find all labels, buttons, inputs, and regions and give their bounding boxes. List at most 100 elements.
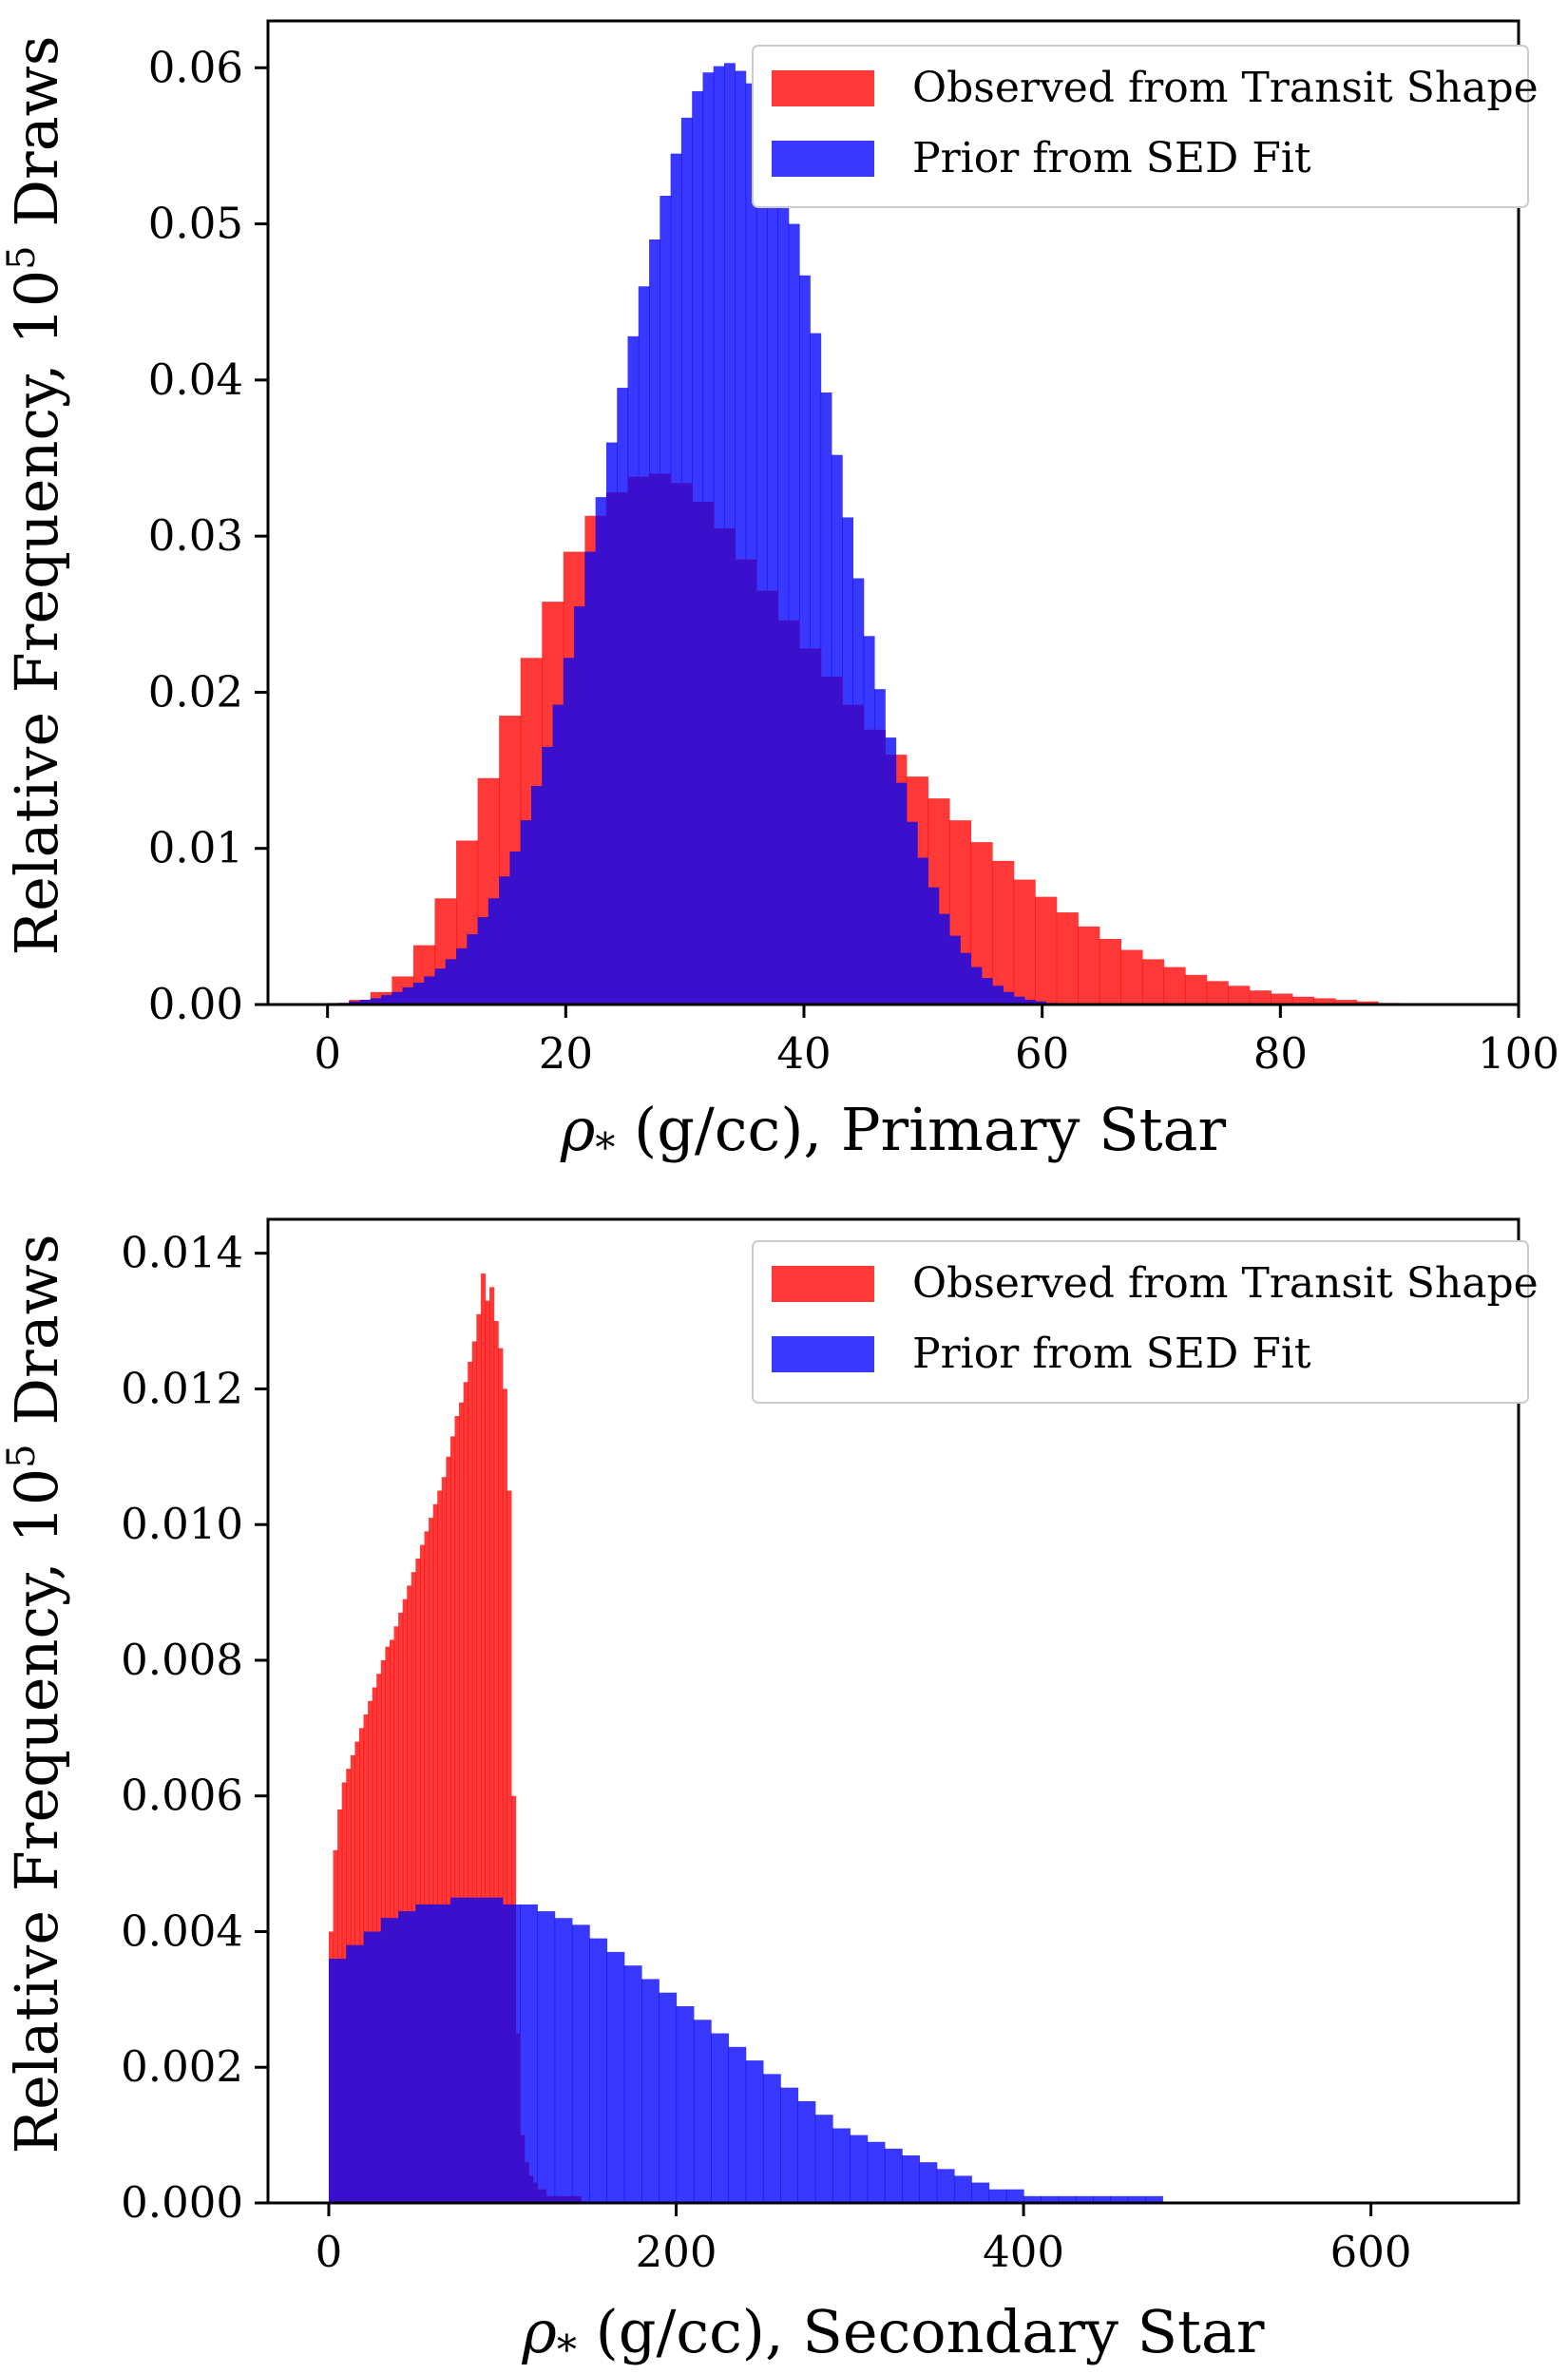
prior-bar: [1075, 2195, 1094, 2203]
y-tick-label: 0.004: [121, 1905, 243, 1956]
prior-bar: [902, 2155, 921, 2203]
overlap-bar: [434, 968, 447, 1005]
prior-bar: [711, 2033, 729, 2203]
prior-bar: [1110, 2195, 1129, 2203]
observed-bar: [1356, 1001, 1379, 1005]
overlap-bar: [842, 704, 853, 1005]
overlap-bar: [510, 1904, 517, 2203]
overlap-bar: [554, 2195, 560, 2203]
legend-label-prior: Prior from SED Fit: [912, 1330, 1311, 1378]
prior-bar: [1058, 2195, 1077, 2203]
x-tick-label: 20: [539, 1028, 593, 1079]
y-tick-label: 0.012: [121, 1363, 243, 1413]
primary-star-panel: 0 20 40 60 80 100 0.000.010.020.030.040.050.0…: [0, 19, 1559, 1171]
overlap-bar: [449, 1897, 456, 2203]
prior-bar: [988, 2189, 1007, 2203]
overlap-bar: [370, 998, 382, 1005]
overlap-bar: [480, 1897, 487, 2203]
overlap-bar: [520, 2135, 526, 2203]
observed-bar: [407, 1585, 412, 2203]
prior-bar: [953, 2175, 972, 2203]
overlap-bar: [1023, 1000, 1036, 1005]
overlap-bar: [485, 1897, 490, 2203]
overlap-bar: [463, 1897, 468, 2203]
secondary-star-panel: 0 200 400 600 0.000 0.002 0.004 0.006 0.008 0.01…: [0, 1217, 1539, 2373]
overlap-bar: [419, 1904, 426, 2203]
prior-bar: [659, 1992, 678, 2203]
observed-bar: [432, 1503, 438, 2203]
legend-box: [752, 45, 1529, 208]
overlap-bar: [576, 2195, 582, 2203]
y-tick-label: 0.05: [148, 199, 243, 249]
observed-bar: [1078, 926, 1100, 1005]
prior-bar: [755, 106, 768, 1005]
overlap-bar: [509, 852, 522, 1005]
observed-bar: [1163, 967, 1186, 1005]
x-axis-subscript: *: [557, 2326, 577, 2373]
overlap-bar: [424, 1904, 430, 2203]
observed-bar: [1334, 1000, 1358, 1005]
x-axis-text: (g/cc), Primary Star: [615, 1095, 1226, 1164]
legend: Observed from Transit Shape Prior from S…: [752, 45, 1539, 208]
overlap-bar: [745, 559, 757, 1005]
x-tick-label: 40: [776, 1028, 831, 1079]
overlap-bar: [638, 476, 650, 1005]
legend: Observed from Transit Shape Prior from S…: [752, 1240, 1539, 1404]
overlap-bar: [567, 2195, 573, 2203]
x-axis-label: ρ* (g/cc), Primary Star: [560, 1095, 1227, 1171]
observed-bar: [446, 1456, 451, 2203]
overlap-bar: [346, 1944, 352, 2203]
observed-bar: [507, 1490, 512, 2203]
observed-bar: [415, 1558, 421, 2203]
prior-bar: [1005, 2189, 1024, 2203]
observed-bar: [449, 1436, 456, 2203]
prior-bar: [571, 1924, 590, 2203]
observed-bar: [493, 1321, 499, 2203]
overlap-bar: [398, 1911, 404, 2203]
overlap-bar: [488, 898, 500, 1005]
y-ticks: 0.000 0.002 0.004 0.006 0.008 0.010 0.012 0.014: [121, 1228, 268, 2228]
plot-frame: [266, 19, 1520, 1006]
observed-bar: [1013, 879, 1036, 1005]
observed-bar: [463, 1382, 468, 2203]
overlap-bar: [1035, 1001, 1047, 1005]
prior-bar: [1127, 2195, 1146, 2203]
overlap-bar: [735, 559, 747, 1005]
prior-bar: [745, 83, 757, 1005]
x-axis-label: ρ* (g/cc), Secondary Star: [521, 2297, 1265, 2373]
overlap-bar: [906, 821, 918, 1005]
overlap-bar: [798, 648, 811, 1005]
overlap-bar: [970, 967, 983, 1005]
overlap-bar: [528, 2175, 534, 2203]
observed-bar: [1120, 949, 1143, 1005]
prior-bar: [641, 1979, 660, 2203]
overlap-bar: [545, 2195, 551, 2203]
overlap-bar: [363, 1931, 369, 2203]
observed-bar: [1228, 986, 1251, 1005]
y-axis-tail: Draws: [2, 35, 71, 245]
overlap-bar: [767, 590, 779, 1005]
overlap-bar: [499, 876, 511, 1005]
y-tick-label: 0.000: [121, 2177, 243, 2228]
overlap-bar: [333, 1959, 338, 2203]
overlap-bars: [328, 1897, 582, 2203]
overlap-bar: [992, 986, 1004, 1005]
overlap-bar: [649, 473, 660, 1005]
prior-bar: [780, 2087, 799, 2203]
overlap-bar: [563, 2195, 568, 2203]
overlap-bar: [571, 2195, 578, 2203]
overlap-bar: [359, 1000, 372, 1005]
prior-bar: [1023, 2195, 1042, 2203]
observed-bar: [1271, 993, 1293, 1005]
overlap-bar: [810, 648, 822, 1005]
x-tick-label: 200: [636, 2227, 717, 2277]
overlap-bar: [927, 887, 940, 1005]
overlap-bar: [542, 746, 554, 1005]
prior-bar: [735, 70, 747, 1005]
observed-bar: [485, 1300, 490, 2203]
overlap-bar: [476, 1897, 482, 2203]
prior-bar: [936, 2169, 955, 2203]
overlap-bar: [389, 1918, 395, 2203]
overlap-bar: [372, 1931, 377, 2203]
